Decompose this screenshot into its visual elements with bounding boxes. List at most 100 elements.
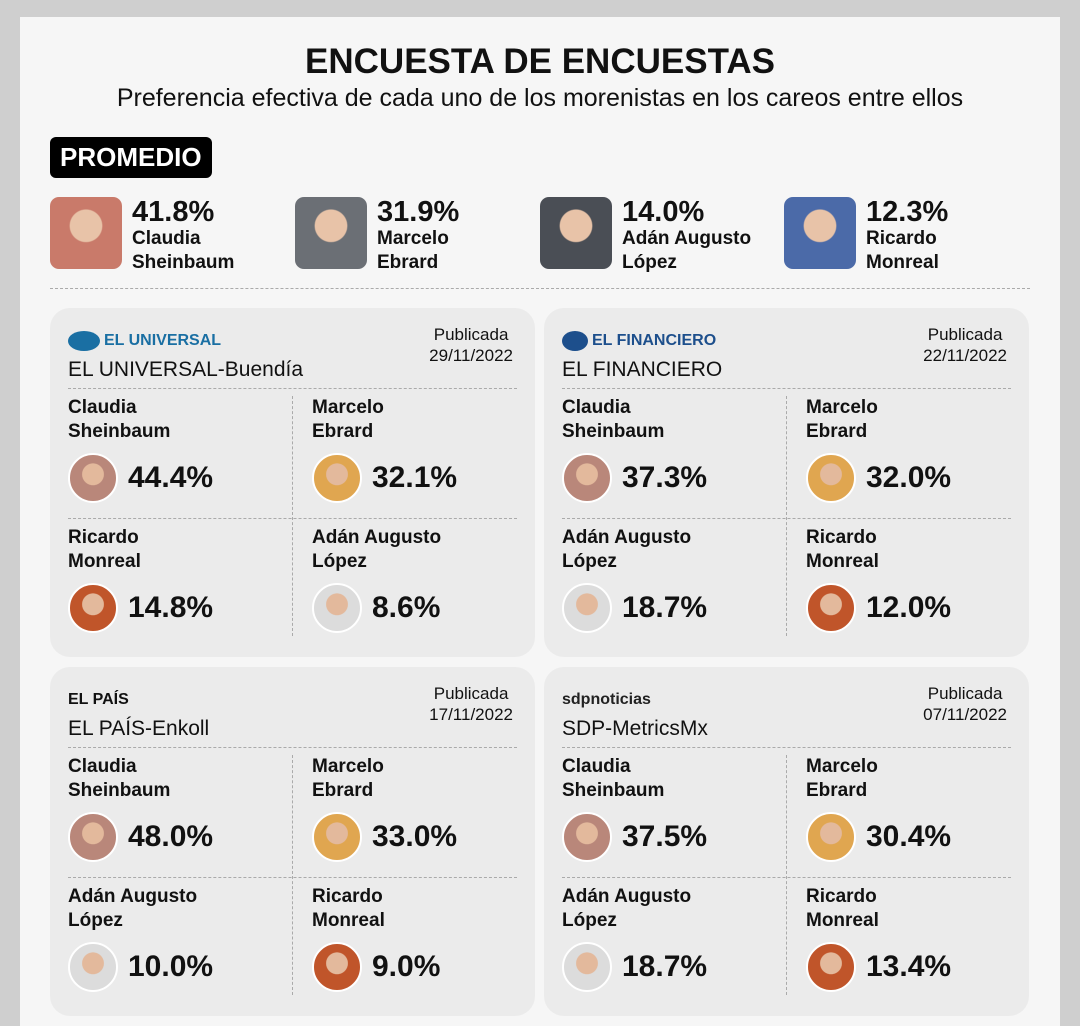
candidate-last-name: Sheinbaum (68, 780, 171, 801)
candidate-first-name: Marcelo (806, 756, 878, 777)
candidate-avatar (806, 453, 856, 503)
candidate-first-name: Adán Augusto (68, 886, 198, 907)
divider (786, 755, 787, 995)
candidate-first-name: Claudia (562, 397, 631, 418)
globe-icon (562, 331, 588, 351)
candidate-last-name: López (562, 910, 617, 931)
candidate-photo (295, 197, 367, 269)
page-subtitle: Preferencia efectiva de cada uno de los … (116, 84, 964, 112)
publisher-logo: EL UNIVERSAL (68, 326, 221, 356)
average-item: 14.0% Adán Augusto López (540, 197, 751, 275)
candidate-avatar (562, 453, 612, 503)
divider (68, 747, 517, 748)
publish-info: Publicada 22/11/2022 (923, 325, 1007, 365)
candidate-first-name: Marcelo (312, 756, 384, 777)
publisher-logo: EL PAÍS (68, 691, 129, 708)
candidate-avatar (68, 942, 118, 992)
divider (562, 388, 1011, 389)
candidate-first-name: Marcelo (312, 397, 384, 418)
poll-source: SDP-MetricsMx (562, 717, 708, 740)
candidate-result: Marcelo Ebrard 33.0% (312, 755, 532, 862)
candidate-result: Marcelo Ebrard 30.4% (806, 755, 1026, 862)
average-percent: 14.0% (622, 196, 705, 228)
candidate-result: Claudia Sheinbaum 44.4% (68, 396, 288, 503)
candidate-photo (784, 197, 856, 269)
candidate-last-name: López (312, 551, 367, 572)
infographic: ENCUESTA DE ENCUESTAS Preferencia efecti… (20, 17, 1060, 1026)
candidate-photo (50, 197, 122, 269)
candidate-last-name: Ebrard (806, 421, 868, 442)
poll-card: EL UNIVERSAL EL UNIVERSAL-Buendía Public… (50, 308, 535, 657)
candidate-last-name: Sheinbaum (562, 780, 665, 801)
publish-info: Publicada 29/11/2022 (429, 325, 513, 365)
average-percent: 12.3% (866, 196, 949, 228)
publisher-logo: EL FINANCIERO (562, 326, 716, 356)
candidate-percent: 12.0% (866, 591, 952, 624)
candidate-percent: 13.4% (866, 950, 952, 983)
candidate-last-name: Sheinbaum (132, 252, 235, 273)
divider (50, 288, 1030, 289)
divider (68, 388, 517, 389)
candidate-result: Claudia Sheinbaum 48.0% (68, 755, 288, 862)
candidate-first-name: Ricardo (312, 886, 383, 907)
poll-card: sdpnoticias SDP-MetricsMx Publicada 07/11… (544, 667, 1029, 1016)
candidate-avatar (68, 583, 118, 633)
average-item: 12.3% Ricardo Monreal (784, 197, 948, 275)
candidate-photo (540, 197, 612, 269)
candidate-result: Adán Augusto López 10.0% (68, 885, 288, 992)
candidate-avatar (68, 812, 118, 862)
candidate-result: Ricardo Monreal 9.0% (312, 885, 532, 992)
candidate-last-name: López (622, 252, 677, 273)
candidate-percent: 37.5% (622, 820, 708, 853)
poll-source: EL FINANCIERO (562, 358, 723, 381)
candidate-last-name: Monreal (806, 910, 879, 931)
publish-date: 29/11/2022 (429, 346, 513, 365)
divider (562, 747, 1011, 748)
candidate-last-name: Ebrard (377, 252, 439, 273)
candidate-percent: 10.0% (128, 950, 214, 983)
candidate-result: Ricardo Monreal 12.0% (806, 526, 1026, 633)
candidate-percent: 48.0% (128, 820, 214, 853)
candidate-last-name: López (68, 910, 123, 931)
candidate-first-name: Adán Augusto (562, 886, 692, 907)
candidate-last-name: López (562, 551, 617, 572)
candidate-first-name: Claudia (68, 756, 137, 777)
candidate-percent: 37.3% (622, 461, 708, 494)
divider (292, 755, 293, 995)
candidate-result: Adán Augusto López 8.6% (312, 526, 532, 633)
page-title: ENCUESTA DE ENCUESTAS (305, 42, 775, 81)
poll-card: EL PAÍS EL PAÍS-Enkoll Publicada 17/11/20… (50, 667, 535, 1016)
candidate-last-name: Sheinbaum (562, 421, 665, 442)
candidate-avatar (68, 453, 118, 503)
poll-source: EL UNIVERSAL-Buendía (68, 358, 304, 381)
poll-source: EL PAÍS-Enkoll (68, 717, 210, 740)
candidate-first-name: Ricardo (866, 228, 937, 249)
candidate-percent: 32.0% (866, 461, 952, 494)
candidate-result: Adán Augusto López 18.7% (562, 526, 782, 633)
poll-card: EL FINANCIERO EL FINANCIERO Publicada 22/… (544, 308, 1029, 657)
candidate-last-name: Ebrard (806, 780, 868, 801)
average-percent: 41.8% (132, 196, 215, 228)
candidate-avatar (806, 812, 856, 862)
candidate-first-name: Marcelo (377, 228, 449, 249)
candidate-avatar (312, 812, 362, 862)
candidate-first-name: Ricardo (806, 527, 877, 548)
candidate-first-name: Marcelo (806, 397, 878, 418)
candidate-avatar (312, 583, 362, 633)
candidate-result: Adán Augusto López 18.7% (562, 885, 782, 992)
candidate-avatar (806, 942, 856, 992)
publish-date: 17/11/2022 (429, 705, 513, 724)
candidate-avatar (562, 583, 612, 633)
candidate-first-name: Adán Augusto (312, 527, 442, 548)
globe-icon (68, 331, 100, 351)
publish-date: 22/11/2022 (923, 346, 1007, 365)
candidate-first-name: Claudia (132, 228, 201, 249)
candidate-avatar (562, 812, 612, 862)
candidate-result: Claudia Sheinbaum 37.3% (562, 396, 782, 503)
candidate-last-name: Monreal (866, 252, 939, 273)
promedio-badge: PROMEDIO (50, 137, 212, 178)
publish-date: 07/11/2022 (923, 705, 1007, 724)
average-item: 41.8% Claudia Sheinbaum (50, 197, 234, 275)
candidate-percent: 18.7% (622, 591, 708, 624)
candidate-first-name: Ricardo (806, 886, 877, 907)
